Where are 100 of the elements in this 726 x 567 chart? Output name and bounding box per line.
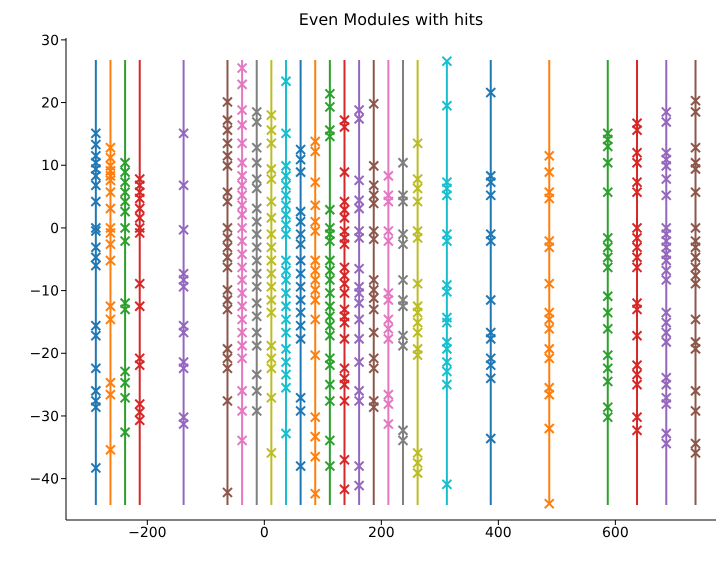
point: [251, 327, 262, 338]
x-tick-label: 0: [260, 524, 269, 541]
point: [602, 134, 614, 146]
point: [310, 226, 321, 237]
point: [266, 174, 277, 185]
point: [222, 150, 233, 162]
point: [266, 164, 277, 174]
point: [382, 236, 394, 247]
point: [295, 307, 306, 318]
point: [544, 382, 555, 394]
point: [251, 142, 262, 154]
point: [310, 136, 321, 147]
point: [338, 317, 350, 328]
point: [544, 422, 555, 434]
point: [178, 224, 190, 236]
point: [266, 212, 277, 224]
point: [544, 236, 555, 247]
point: [382, 389, 394, 400]
point: [120, 304, 131, 315]
point: [660, 438, 672, 450]
point: [544, 278, 555, 290]
x-tick-label: 600: [602, 524, 629, 541]
point: [632, 379, 643, 390]
point: [338, 226, 350, 237]
point: [266, 196, 277, 208]
point: [324, 379, 336, 390]
point: [485, 294, 496, 306]
point: [280, 170, 292, 182]
point: [544, 352, 555, 364]
point: [134, 398, 146, 410]
point: [251, 182, 262, 194]
point: [178, 320, 190, 332]
point: [412, 196, 424, 208]
point: [222, 294, 233, 306]
y-tick-label: −30: [29, 408, 59, 425]
point: [222, 304, 233, 315]
point: [632, 412, 643, 423]
point: [485, 352, 496, 364]
point: [280, 265, 292, 276]
point: [236, 209, 248, 220]
point: [324, 222, 336, 234]
point: [441, 379, 452, 390]
x-tick-label: 200: [368, 524, 395, 541]
point: [382, 333, 394, 344]
point: [236, 274, 248, 286]
point: [412, 447, 424, 458]
point: [354, 356, 365, 368]
point: [251, 281, 262, 292]
point: [90, 196, 102, 208]
point: [632, 304, 643, 315]
point: [324, 101, 336, 112]
point: [310, 350, 321, 361]
point: [266, 255, 277, 266]
point: [690, 95, 702, 106]
point: [266, 340, 277, 352]
point: [251, 340, 262, 352]
point: [544, 242, 555, 253]
point: [368, 190, 380, 201]
point: [354, 202, 365, 214]
point: [280, 356, 292, 368]
point: [382, 196, 394, 208]
point: [338, 262, 350, 273]
point: [338, 114, 350, 126]
point: [280, 314, 292, 325]
point: [280, 369, 292, 380]
point: [368, 98, 380, 110]
point: [690, 142, 702, 154]
point: [120, 166, 131, 178]
point: [544, 389, 555, 400]
point: [602, 128, 614, 139]
point: [397, 300, 408, 312]
point: [178, 268, 190, 280]
point: [236, 434, 248, 446]
point: [690, 242, 702, 253]
point: [412, 278, 424, 290]
point: [178, 362, 190, 374]
point: [485, 372, 496, 384]
point: [104, 300, 116, 312]
point: [104, 255, 116, 266]
point: [324, 360, 336, 371]
point: [251, 202, 262, 214]
point: [368, 180, 380, 191]
point: [368, 395, 380, 406]
point: [338, 333, 350, 344]
point: [251, 116, 262, 128]
point: [324, 434, 336, 446]
point: [338, 270, 350, 282]
point: [338, 122, 350, 133]
point: [660, 222, 672, 234]
point: [660, 428, 672, 440]
point: [222, 196, 233, 208]
point: [310, 412, 321, 423]
point: [236, 170, 248, 182]
point: [544, 166, 555, 178]
point: [134, 180, 146, 191]
point: [412, 182, 424, 194]
point: [412, 467, 424, 478]
point: [602, 262, 614, 273]
point: [222, 395, 233, 406]
point: [382, 190, 394, 201]
